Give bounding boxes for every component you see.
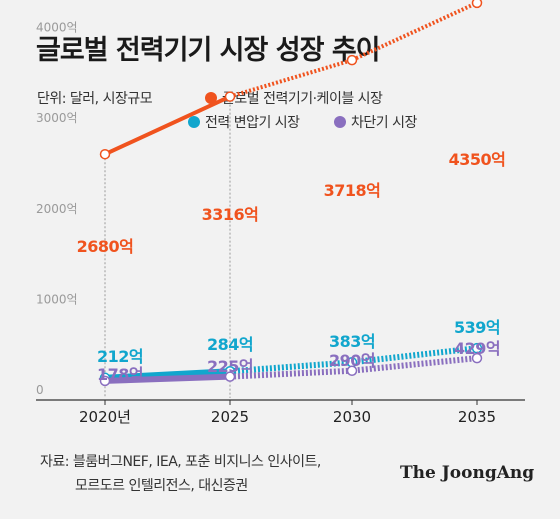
data-label: 539억 xyxy=(454,318,500,337)
legend-item-transformer: 전력 변압기 시장 xyxy=(188,112,300,132)
legend-label-breaker: 차단기 시장 xyxy=(351,115,417,131)
data-point xyxy=(224,91,236,102)
legend-dot-breaker xyxy=(334,116,346,128)
data-label: 290억 xyxy=(329,351,375,370)
x-tick-label: 2025 xyxy=(211,408,249,426)
legend-item-global: 글로벌 전력기기·케이블 시장 xyxy=(205,88,383,108)
x-tick-label: 2020년 xyxy=(79,408,131,426)
source-line-1: 자료: 블룸버그NEF, IEA, 포춘 비지니스 인사이트, xyxy=(40,454,321,470)
data-point xyxy=(224,371,236,382)
data-label: 429억 xyxy=(454,339,500,358)
data-point xyxy=(346,54,358,66)
data-label: 4350억 xyxy=(449,150,506,169)
source-line-2: 모르도르 인텔리전스, 대신증권 xyxy=(75,478,248,494)
source-note: 자료: 블룸버그NEF, IEA, 포춘 비지니스 인사이트, 모르도르 인텔리… xyxy=(40,450,321,498)
chart-title: 글로벌 전력기기 시장 성장 추이 xyxy=(36,35,381,66)
legend-dot-global xyxy=(205,92,217,104)
y-tick-label: 1000억 xyxy=(36,292,78,306)
data-label: 3316억 xyxy=(202,205,259,224)
data-point xyxy=(346,365,358,376)
data-point xyxy=(99,375,111,387)
legend-label-transformer: 전력 변압기 시장 xyxy=(205,115,300,131)
data-point xyxy=(471,0,483,9)
series-line-actual xyxy=(102,373,233,384)
y-tick-label: 0 xyxy=(36,383,44,397)
brand-logo: The JoongAng xyxy=(400,463,535,483)
data-label: 178억 xyxy=(97,365,143,384)
y-tick-label: 3000억 xyxy=(36,111,78,125)
legend-item-breaker: 차단기 시장 xyxy=(334,112,417,132)
data-label: 2680억 xyxy=(77,237,134,256)
data-label: 284억 xyxy=(207,335,253,354)
series-line-actual xyxy=(102,368,233,381)
data-point xyxy=(471,342,483,354)
data-label: 225억 xyxy=(207,357,253,376)
y-tick-label: 2000억 xyxy=(36,202,78,216)
series-line-forecast xyxy=(229,345,478,375)
legend-label-global: 글로벌 전력기기·케이블 시장 xyxy=(222,91,383,107)
legend-dot-transformer xyxy=(188,116,200,128)
series-line-forecast xyxy=(229,355,478,380)
series-line-actual xyxy=(103,94,232,157)
series-line-forecast xyxy=(229,1,478,99)
data-label: 3718억 xyxy=(324,181,381,200)
y-tick-label: 4000억 xyxy=(36,21,78,35)
x-tick-label: 2035 xyxy=(458,408,496,426)
data-point xyxy=(99,148,111,160)
data-label: 212억 xyxy=(97,347,143,366)
unit-label: 단위: 달러, 시장규모 xyxy=(37,91,153,107)
x-tick-label: 2030 xyxy=(333,408,371,426)
data-point xyxy=(471,352,483,364)
data-label: 383억 xyxy=(329,332,375,351)
